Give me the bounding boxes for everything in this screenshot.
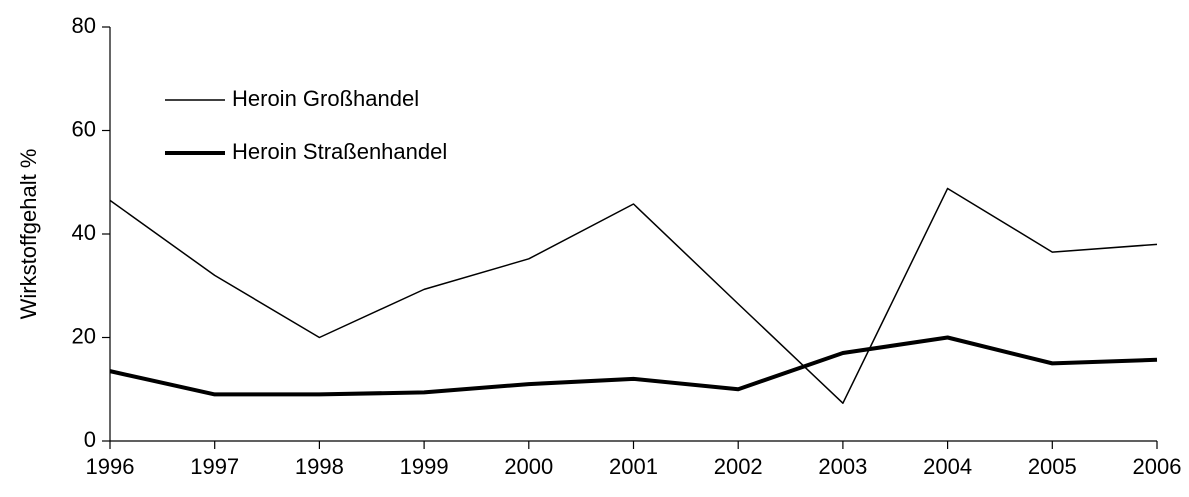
series-line xyxy=(109,187,1158,404)
x-tick-label: 2006 xyxy=(1133,454,1182,479)
y-tick-label: 60 xyxy=(72,116,96,141)
legend-label: Heroin Großhandel xyxy=(232,86,419,111)
x-tick-label: 2005 xyxy=(1028,454,1077,479)
legend-label: Heroin Straßenhandel xyxy=(232,139,447,164)
y-tick-label: 40 xyxy=(72,220,96,245)
x-tick-label: 2003 xyxy=(818,454,867,479)
x-tick-label: 1997 xyxy=(190,454,239,479)
x-tick-label: 2002 xyxy=(714,454,763,479)
y-tick-label: 80 xyxy=(72,13,96,38)
x-tick-label: 1999 xyxy=(400,454,449,479)
x-tick-label: 1998 xyxy=(295,454,344,479)
x-tick-label: 2001 xyxy=(609,454,658,479)
y-tick-label: 0 xyxy=(84,427,96,452)
x-tick-label: 2000 xyxy=(504,454,553,479)
series-line xyxy=(109,335,1158,397)
y-axis-label: Wirkstoffgehalt % xyxy=(16,149,41,320)
y-tick-label: 20 xyxy=(72,323,96,348)
x-tick-label: 1996 xyxy=(86,454,135,479)
x-tick-label: 2004 xyxy=(923,454,972,479)
